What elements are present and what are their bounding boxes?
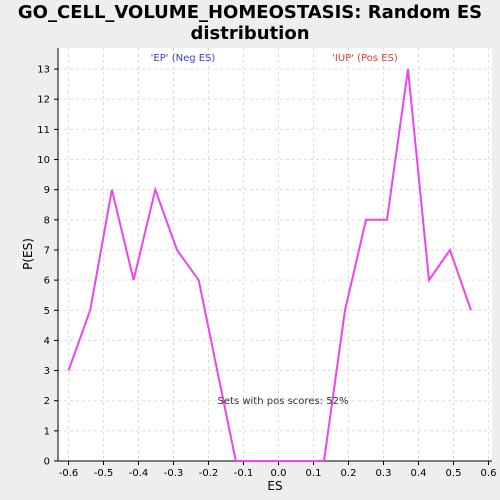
x-tick-label: -0.2 xyxy=(199,468,219,479)
annotation-neg-es: 'EP' (Neg ES) xyxy=(151,53,216,64)
y-tick-label: 2 xyxy=(44,396,50,407)
x-tick-label: -0.3 xyxy=(164,468,184,479)
y-tick-label: 8 xyxy=(44,215,50,226)
x-tick-label: 0.5 xyxy=(446,468,462,479)
y-tick-label: 10 xyxy=(37,155,50,166)
x-tick-label: 0.3 xyxy=(376,468,392,479)
series-group xyxy=(67,68,472,462)
chart-title-line-2: distribution xyxy=(190,23,310,44)
y-tick-label: 6 xyxy=(44,276,50,287)
grid-lines xyxy=(58,48,492,462)
y-axis-label: P(ES) xyxy=(21,238,35,270)
y-tick-label: 11 xyxy=(37,125,50,136)
series-line xyxy=(67,68,472,462)
y-tick-label: 3 xyxy=(44,366,50,377)
x-tick-label: -0.1 xyxy=(234,468,254,479)
y-tick-label: 13 xyxy=(37,65,50,76)
y-tick-label: 12 xyxy=(37,95,50,106)
y-tick-label: 0 xyxy=(44,457,50,468)
x-tick-label: 0.4 xyxy=(411,468,427,479)
chart-title: GO_CELL_VOLUME_HOMEOSTASIS: Random ES di… xyxy=(0,2,500,44)
annotation-pos-scores: Sets with pos scores: 52% xyxy=(218,396,349,407)
x-tick-label: 0.6 xyxy=(481,468,497,479)
y-tick-label: 5 xyxy=(44,306,50,317)
plot-area xyxy=(58,48,492,461)
y-tick-label: 1 xyxy=(44,426,50,437)
x-axis-label: ES xyxy=(267,479,282,493)
x-tick-label: 0.1 xyxy=(306,468,322,479)
annotation-pos-es: 'IUP' (Pos ES) xyxy=(332,53,398,64)
x-ticks: -0.6 -0.5 -0.4 -0.3 -0.2 -0.1 0.0 0.1 0.2 0.3 0.4 0… xyxy=(59,461,497,479)
y-tick-label: 9 xyxy=(44,185,50,196)
x-tick-label: 0.0 xyxy=(271,468,287,479)
chart-title-line-1: GO_CELL_VOLUME_HOMEOSTASIS: Random ES xyxy=(17,2,483,23)
y-tick-label: 4 xyxy=(44,336,50,347)
x-tick-label: -0.5 xyxy=(94,468,114,479)
x-tick-label: -0.4 xyxy=(129,468,149,479)
x-tick-label: 0.2 xyxy=(341,468,357,479)
x-tick-label: -0.6 xyxy=(59,468,79,479)
y-tick-label: 7 xyxy=(44,245,50,256)
